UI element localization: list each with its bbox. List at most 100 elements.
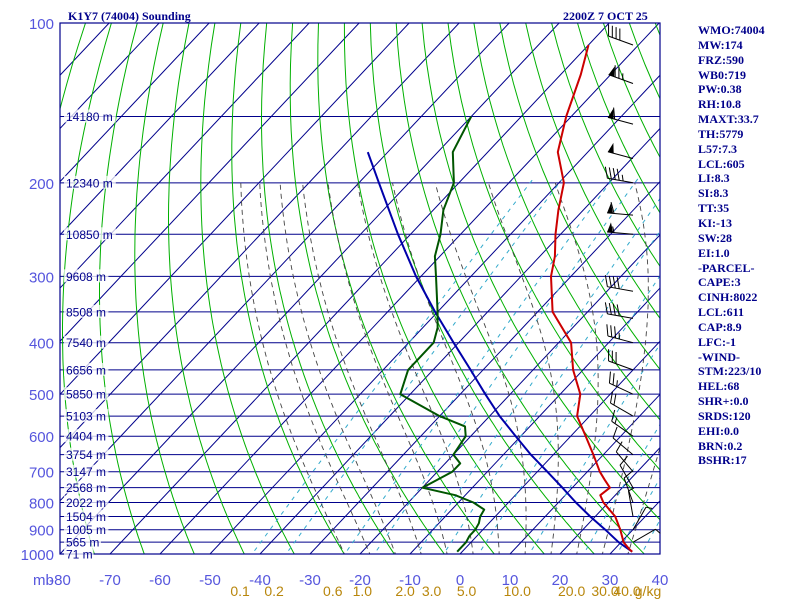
mixing-ratio-line: [285, 176, 565, 554]
pressure-tick-label: 500: [29, 387, 54, 404]
parcel-path-line: [366, 151, 633, 553]
height-label: 5103 m: [66, 410, 106, 424]
temperature-tick-label: 30: [602, 572, 619, 589]
temperature-tick-label: -20: [349, 572, 371, 589]
sounding-title: K1Y7 (74004) Sounding: [68, 9, 191, 23]
mixing-ratio-label: 5.0: [457, 583, 477, 599]
index-item: SI:8.3: [698, 186, 729, 201]
moist-adiabat-line: [240, 182, 345, 554]
wind-barb-half-flag: [618, 332, 620, 340]
dry-adiabat-line: [231, 23, 345, 554]
wind-barb: [608, 349, 634, 371]
isotherm-line: [559, 446, 660, 554]
wind-barb-flag: [608, 275, 612, 288]
isotherm-line: [259, 127, 660, 554]
wind-barb: [632, 506, 653, 530]
height-label: 4404 m: [66, 430, 106, 444]
temperature-tick-label: -40: [249, 572, 271, 589]
isotherm-line: [309, 180, 660, 554]
wind-barb-half-flag: [655, 528, 661, 534]
index-item: CINH:8022: [698, 290, 758, 305]
wind-barb-staff: [632, 528, 656, 543]
index-item: LFC:-1: [698, 334, 736, 349]
sounding-date: 2200Z 7 OCT 25: [563, 9, 648, 23]
wind-barb-flag: [610, 202, 615, 214]
wind-barb-flag: [608, 302, 612, 315]
mixing-ratio-label: g/kg: [635, 583, 661, 599]
wind-barb-half-flag: [628, 487, 635, 492]
moist-adiabat-line: [554, 182, 599, 554]
mixing-ratio-label: 2.0: [395, 583, 415, 599]
height-label-background: [64, 480, 109, 494]
wind-barb-staff: [632, 506, 647, 530]
mixing-ratio-label: 20.0: [558, 583, 585, 599]
mixing-ratio-label: 0.1: [230, 583, 250, 599]
mixing-ratio-line: [344, 176, 615, 554]
temperature-tick-label: -10: [399, 572, 421, 589]
wind-barb-half-flag: [645, 506, 653, 509]
index-item: LI:8.3: [698, 171, 730, 186]
height-label-background: [64, 109, 116, 123]
wind-barb: [611, 409, 634, 437]
wind-barb-flag: [615, 27, 617, 39]
wind-barb-flag: [612, 373, 615, 385]
wind-barb-staff: [607, 151, 634, 159]
wind-barb-pennant: [607, 203, 614, 214]
temperature-tick-label: 10: [502, 572, 519, 589]
index-item: MW:174: [698, 37, 743, 52]
wind-barb-staff: [607, 313, 634, 319]
wind-barb: [612, 426, 634, 456]
mixing-ratio-line: [528, 343, 660, 554]
moist-adiabat-line: [279, 182, 396, 554]
wind-barb-staff: [623, 477, 634, 503]
wind-barb-flag: [619, 28, 621, 41]
height-label-background: [64, 387, 109, 401]
wind-barb-half-flag: [614, 417, 618, 424]
moist-adiabat-line: [392, 182, 500, 554]
wind-barb: [623, 470, 634, 503]
mixing-ratio-label: 0.6: [323, 583, 343, 599]
isotherm-line: [159, 23, 660, 554]
chart-plot-area: [60, 23, 660, 554]
wind-barb: [615, 441, 634, 473]
mixing-ratio-line: [616, 477, 660, 554]
dry-adiabat-line: [200, 23, 295, 554]
moist-adiabat-line: [357, 182, 474, 554]
height-label: 5850 m: [66, 388, 106, 402]
index-item: TT:35: [698, 201, 730, 216]
pressure-tick-label: 400: [29, 336, 54, 353]
isotherm-line: [109, 23, 610, 554]
pressure-tick-label: 900: [29, 523, 54, 540]
plot-frame: [59, 22, 661, 555]
wind-barb: [608, 24, 634, 46]
wind-barb-flag: [611, 25, 613, 38]
wind-barb-flag: [614, 326, 617, 339]
isotherm-line: [459, 340, 660, 554]
wind-barbs: [604, 24, 661, 543]
mixing-ratio-label: 1.0: [353, 583, 373, 599]
wind-barb-flag: [612, 168, 616, 180]
wind-barb-flag: [608, 349, 610, 362]
wind-barb: [604, 302, 634, 319]
mixing-ratio-label: 3.0: [422, 583, 442, 599]
height-label-background: [64, 409, 109, 423]
index-item: EI:1.0: [698, 245, 730, 260]
wind-barb-flag: [618, 66, 620, 79]
temperature-axis: mb-80 -70 -60 -50 -40 -30 -20 -10 0 10 20 30 40: [33, 572, 668, 589]
height-label: 10850 m: [66, 228, 113, 242]
dry-adiabat-line: [447, 23, 660, 471]
pressure-tick-label: 100: [29, 16, 54, 33]
wind-barb-flag: [612, 276, 616, 289]
index-item: -WIND-: [698, 349, 740, 364]
wind-barb: [607, 107, 634, 125]
height-label-background: [64, 447, 109, 461]
dry-adiabat-line: [99, 23, 145, 554]
dry-adiabat-line: [134, 23, 195, 554]
temperature-tick-label: 40: [652, 572, 669, 589]
mixing-ratio-line: [373, 176, 640, 554]
dry-adiabat-line: [473, 23, 660, 421]
isotherm-line: [509, 393, 660, 554]
height-label-background: [64, 495, 109, 509]
index-item: MAXT:33.7: [698, 112, 759, 127]
